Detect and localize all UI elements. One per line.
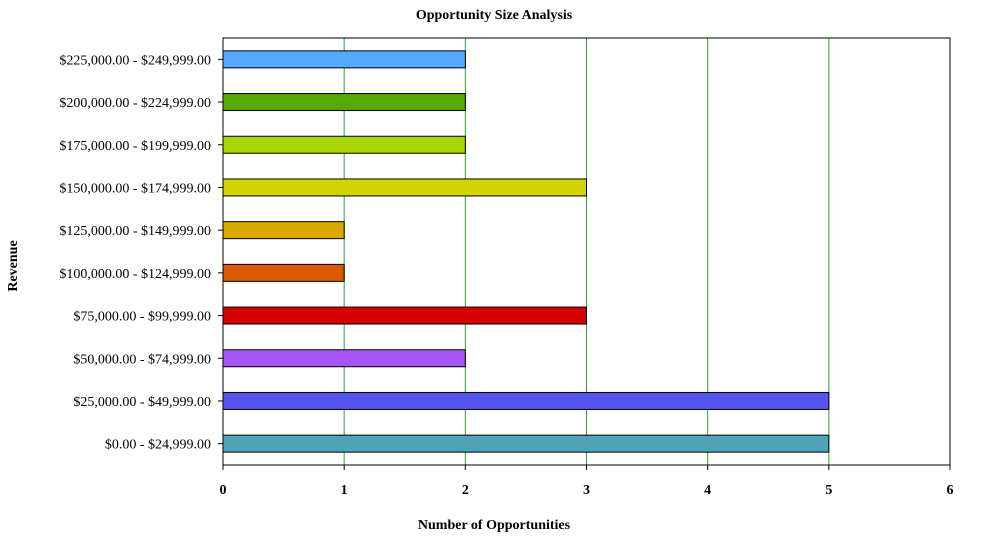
bar: [222, 306, 587, 325]
x-tick-label: 2: [462, 483, 469, 498]
x-tick-label: 4: [704, 483, 711, 498]
x-tick-labels: 0 1 2 3 4 5 6: [220, 465, 954, 498]
category-label: $75,000.00 - $99,999.00: [73, 310, 211, 325]
x-axis-title: Number of Opportunities: [418, 518, 571, 533]
y-axis-title: Revenue: [6, 240, 21, 291]
bar-layer: [222, 50, 830, 453]
x-tick-label: 5: [825, 483, 832, 498]
bar: [222, 263, 345, 282]
chart-title: Opportunity Size Analysis: [416, 8, 573, 23]
bar: [222, 178, 587, 197]
bar: [222, 221, 345, 240]
category-label: $175,000.00 - $199,999.00: [59, 139, 211, 154]
bar: [222, 434, 830, 453]
bar: [222, 391, 830, 410]
category-label: $150,000.00 - $174,999.00: [59, 181, 211, 196]
category-label: $225,000.00 - $249,999.00: [59, 53, 211, 68]
bar: [222, 93, 466, 112]
category-label: $100,000.00 - $124,999.00: [59, 267, 211, 282]
x-tick-label: 3: [583, 483, 590, 498]
x-tick-label: 0: [220, 483, 227, 498]
bar: [222, 50, 466, 69]
category-label: $25,000.00 - $49,999.00: [73, 395, 211, 410]
bar: [222, 349, 466, 368]
x-tick-label: 6: [947, 483, 954, 498]
category-label: $50,000.00 - $74,999.00: [73, 352, 211, 367]
category-label: $200,000.00 - $224,999.00: [59, 96, 211, 111]
bar: [222, 135, 466, 154]
x-tick-label: 1: [341, 483, 348, 498]
category-label: $125,000.00 - $149,999.00: [59, 224, 211, 239]
category-label: $0.00 - $24,999.00: [105, 438, 211, 453]
category-labels: $0.00 - $24,999.00 $25,000.00 - $49,999.0…: [59, 53, 223, 453]
